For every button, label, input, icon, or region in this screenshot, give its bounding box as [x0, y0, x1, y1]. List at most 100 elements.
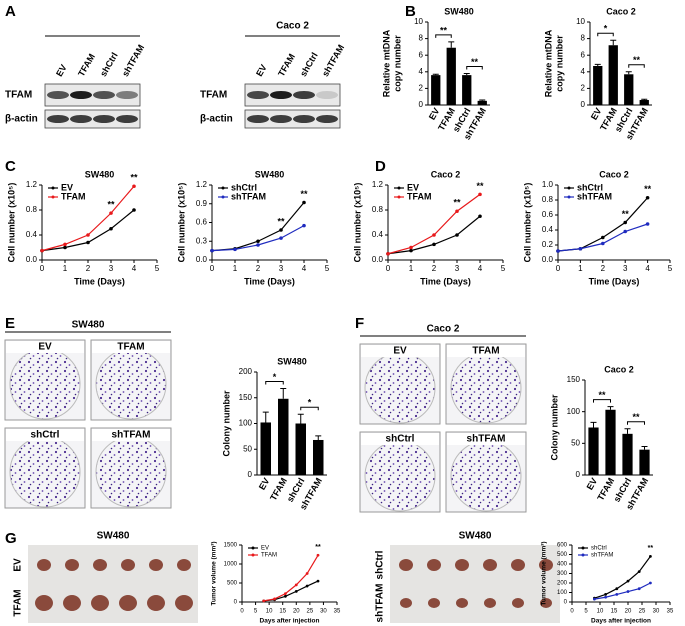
- point: [601, 241, 605, 246]
- series-line: [594, 556, 651, 599]
- y-axis-label: Relative mtDNA: [543, 29, 553, 97]
- x-tick-label: EV: [257, 476, 272, 491]
- x-tick-label: 30: [653, 609, 660, 615]
- photo-label: EV: [393, 346, 407, 357]
- panel-letter: D: [375, 158, 386, 175]
- legend-marker: [51, 195, 55, 199]
- significance-bracket: [265, 380, 284, 385]
- legend-label: shTFAM: [591, 553, 613, 559]
- photo-label-bg: [361, 433, 439, 445]
- lane-label: shCtrl: [298, 51, 320, 79]
- bar: [313, 439, 324, 475]
- x-tick-label: 25: [307, 609, 314, 615]
- tumor-row-label: shCtrl: [375, 550, 386, 579]
- significance-label: **: [315, 544, 321, 551]
- bar: [477, 100, 487, 105]
- point: [578, 246, 583, 251]
- y-tick-label: 600: [557, 543, 568, 549]
- x-tick-label: 0: [386, 264, 391, 273]
- legend-label: shTFAM: [231, 191, 266, 201]
- y-axis-label: copy number: [392, 35, 402, 92]
- tumor: [428, 598, 440, 608]
- panel-letter: G: [5, 530, 17, 547]
- photo-label-bg: [6, 341, 84, 353]
- blot-strip: [244, 109, 341, 129]
- x-tick-label: 5: [668, 264, 673, 273]
- x-tick-label: 4: [302, 264, 307, 273]
- bar: [462, 75, 472, 105]
- tumor-photo: [390, 545, 560, 623]
- x-tick-label: 2: [256, 264, 261, 273]
- x-tick-label: 5: [584, 609, 588, 615]
- tumor: [149, 559, 163, 571]
- tumor: [91, 595, 109, 611]
- lane-label: TFAM: [276, 52, 297, 78]
- point: [86, 240, 90, 245]
- plate: [95, 436, 167, 508]
- point: [455, 209, 459, 214]
- y-tick-label: 500: [227, 581, 238, 587]
- point: [109, 226, 113, 231]
- blot-row-label: β-actin: [5, 114, 38, 125]
- legend-marker: [251, 546, 255, 550]
- y-tick-label: 150: [567, 375, 581, 384]
- y-tick-label: 100: [557, 590, 568, 596]
- blot-band: [47, 115, 69, 123]
- photo-label: shCtrl: [31, 430, 60, 441]
- blot-band: [93, 91, 115, 99]
- y-tick-label: 8: [419, 34, 424, 43]
- significance-bracket: [627, 421, 645, 425]
- y-tick-label: 0.8: [26, 205, 38, 214]
- y-axis-label: Colony number: [221, 390, 231, 456]
- x-tick-label: 2: [601, 264, 606, 273]
- error-bar: [262, 411, 269, 423]
- point: [593, 597, 596, 601]
- lane-label: shCtrl: [98, 51, 120, 79]
- x-tick-label: 15: [611, 609, 618, 615]
- y-tick-label: 2: [419, 84, 424, 93]
- x-tick-label: 1: [233, 264, 238, 273]
- blot-strip: [244, 83, 341, 107]
- bar: [639, 449, 650, 475]
- y-tick-label: 0.4: [542, 225, 554, 234]
- tumor: [399, 559, 413, 571]
- point: [615, 593, 619, 596]
- point: [649, 581, 652, 585]
- bar: [608, 45, 618, 105]
- point: [302, 223, 306, 228]
- point: [556, 249, 560, 253]
- error-bar: [479, 99, 486, 101]
- legend-marker: [581, 546, 585, 550]
- y-tick-label: 200: [239, 367, 253, 376]
- point: [294, 589, 298, 593]
- x-tick-label: 35: [667, 609, 674, 615]
- x-axis-label: Time (Days): [589, 276, 640, 286]
- point: [305, 572, 309, 575]
- tumor: [119, 595, 137, 611]
- y-tick-label: 1000: [224, 562, 238, 568]
- series-line: [594, 582, 651, 600]
- blot-band: [47, 91, 69, 99]
- y-tick-label: 100: [567, 407, 581, 416]
- point: [305, 584, 309, 588]
- x-tick-label: 0: [556, 264, 561, 273]
- point: [478, 214, 482, 219]
- x-tick-label: EV: [585, 476, 600, 491]
- panel-letter: F: [355, 315, 364, 332]
- tumor-title: SW480: [97, 531, 130, 542]
- x-tick-label: 35: [334, 609, 341, 615]
- x-tick-label: 3: [455, 264, 460, 273]
- point: [233, 247, 237, 252]
- blot-cell-line: Caco 2: [276, 21, 309, 32]
- significance-label: **: [453, 198, 461, 208]
- bar: [639, 100, 649, 105]
- y-tick-label: 150: [239, 393, 253, 402]
- y-axis-label: Cell number (x10⁵): [6, 183, 16, 263]
- y-tick-label: 1.0: [542, 180, 554, 189]
- point: [256, 243, 260, 247]
- x-tick-label: 0: [210, 264, 215, 273]
- legend-label: EV: [61, 182, 73, 192]
- error-bar: [432, 73, 439, 76]
- y-tick-label: 0: [234, 600, 238, 606]
